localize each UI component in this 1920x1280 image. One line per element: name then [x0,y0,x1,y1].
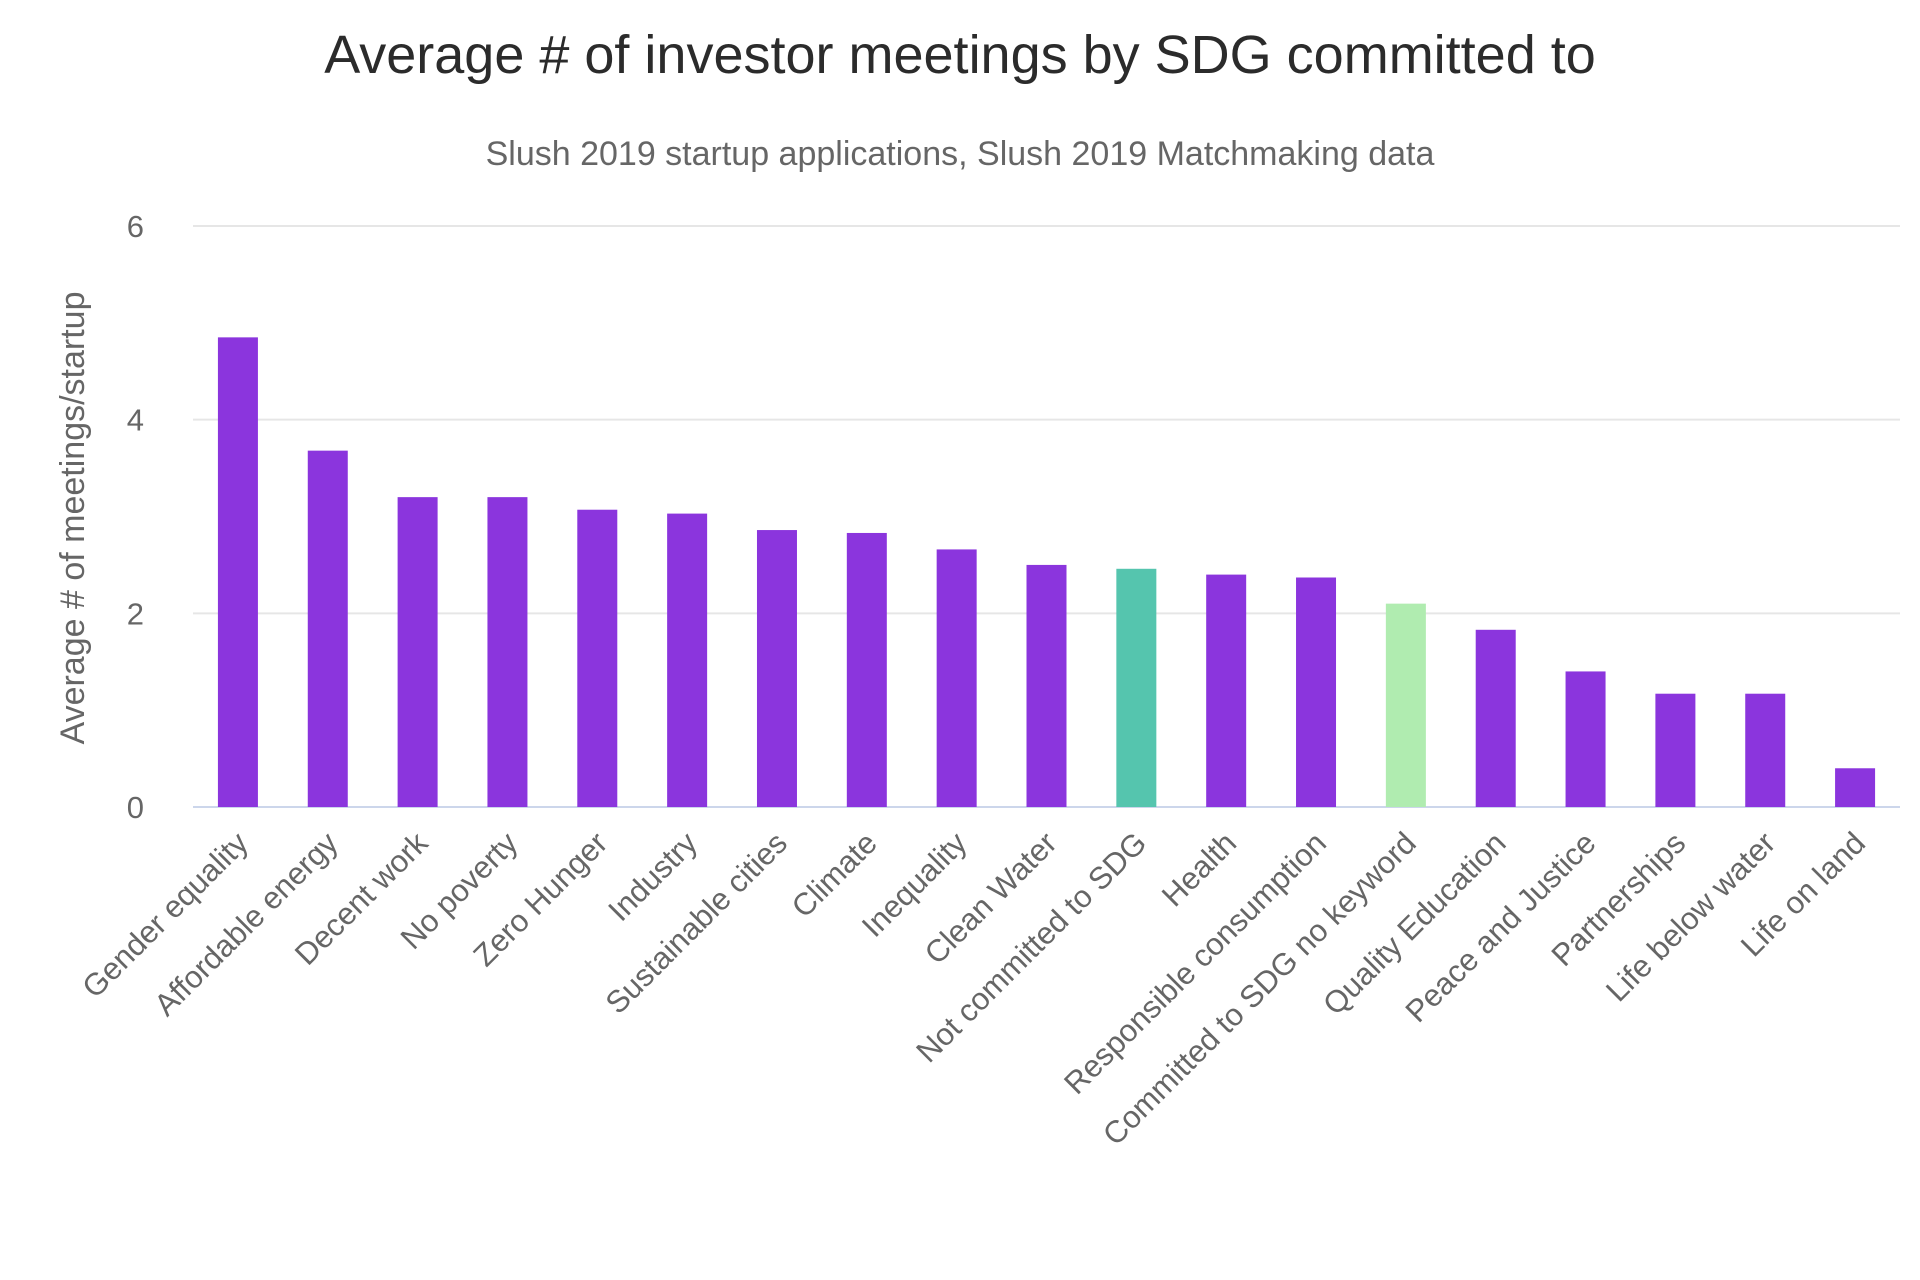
bar [487,497,528,807]
bar [307,450,348,807]
bar [1385,603,1426,807]
bar [397,497,438,807]
bar [1835,768,1876,807]
y-axis-label: Average # of meetings/startup [54,292,92,745]
chart-subtitle: Slush 2019 startup applications, Slush 2… [486,135,1435,173]
bar [1565,671,1606,807]
y-axis-ticks: 0 2 4 6 [127,209,144,825]
bar [756,530,797,807]
bar [667,513,708,807]
y-tick-label: 6 [127,209,144,244]
y-tick-label: 2 [127,596,144,631]
bar [1026,564,1067,807]
bars [217,337,1876,807]
bar [577,509,618,807]
x-tick-label: Health [1155,825,1243,913]
bar [936,549,977,807]
y-tick-label: 0 [127,790,144,825]
chart-title: Average # of investor meetings by SDG co… [324,25,1596,85]
bar [1745,693,1786,807]
y-tick-label: 4 [127,403,144,438]
x-tick-label: Gender equality [75,825,255,1005]
bar [1116,568,1157,807]
bar [1206,574,1247,807]
bar [1296,577,1337,807]
bar [846,532,887,807]
bar [217,337,258,807]
bar [1475,629,1516,807]
bar [1655,693,1696,807]
